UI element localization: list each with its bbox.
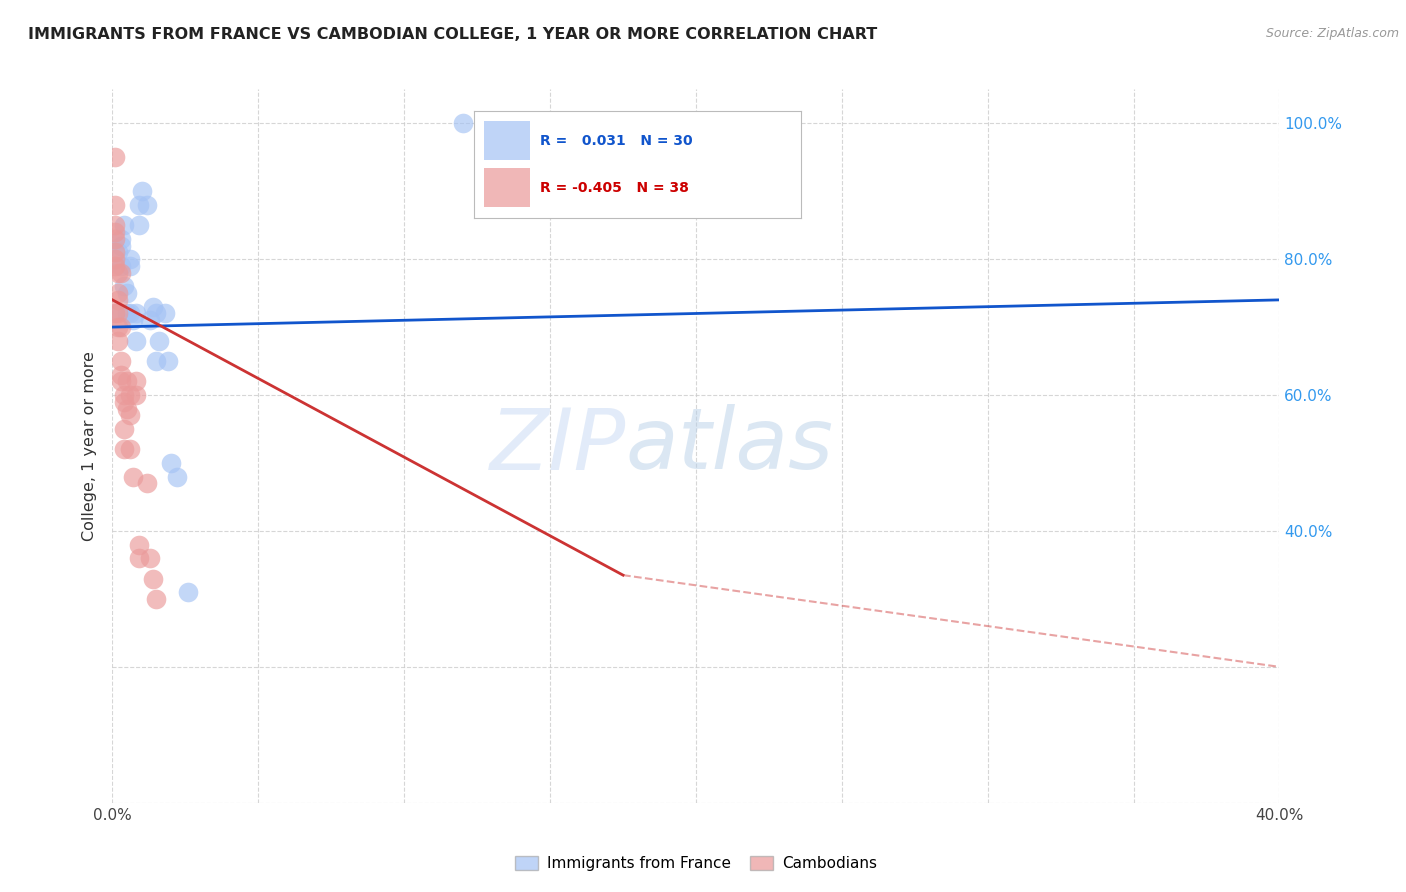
Point (112, 388, 135, 402)
Point (107, 320, 129, 334)
Point (104, 252, 127, 266)
Point (104, 225, 127, 239)
Point (104, 218, 127, 232)
Point (107, 334, 129, 348)
Point (110, 375, 132, 389)
Point (136, 198, 159, 212)
Text: ZIP: ZIP (489, 404, 626, 488)
Point (166, 469, 188, 483)
Point (125, 306, 148, 320)
Point (118, 388, 141, 402)
Point (104, 259, 127, 273)
Point (104, 306, 127, 320)
Point (128, 551, 150, 566)
Point (115, 375, 138, 389)
Point (118, 252, 141, 266)
Point (115, 401, 138, 416)
Point (112, 422, 135, 436)
Point (107, 266, 129, 280)
Point (115, 306, 138, 320)
Point (110, 354, 132, 368)
Point (104, 245, 127, 260)
Point (104, 150, 127, 164)
Point (107, 306, 129, 320)
Legend: Immigrants from France, Cambodians: Immigrants from France, Cambodians (509, 850, 883, 877)
Point (122, 469, 145, 483)
Text: Source: ZipAtlas.com: Source: ZipAtlas.com (1265, 27, 1399, 40)
Point (110, 232, 132, 246)
Point (156, 354, 179, 368)
Point (125, 375, 148, 389)
Text: atlas: atlas (626, 404, 834, 488)
Point (104, 232, 127, 246)
Point (112, 442, 135, 457)
Text: IMMIGRANTS FROM FRANCE VS CAMBODIAN COLLEGE, 1 YEAR OR MORE CORRELATION CHART: IMMIGRANTS FROM FRANCE VS CAMBODIAN COLL… (28, 27, 877, 42)
Point (118, 306, 141, 320)
Point (112, 218, 135, 232)
Point (145, 591, 167, 606)
Point (125, 388, 148, 402)
Point (110, 259, 132, 273)
Point (160, 456, 183, 470)
Point (104, 198, 127, 212)
Point (110, 368, 132, 382)
Point (139, 313, 162, 327)
Point (107, 286, 129, 301)
Point (142, 300, 165, 314)
Point (128, 218, 150, 232)
Point (112, 394, 135, 409)
Point (148, 334, 170, 348)
Point (104, 306, 127, 320)
Y-axis label: College, 1 year or more: College, 1 year or more (82, 351, 97, 541)
Point (142, 572, 165, 586)
Point (107, 245, 129, 260)
Point (110, 266, 132, 280)
Point (136, 476, 159, 491)
Point (145, 306, 167, 320)
Point (451, 116, 474, 130)
Point (118, 442, 141, 457)
Point (118, 259, 141, 273)
Point (115, 286, 138, 301)
Point (139, 551, 162, 566)
Point (110, 320, 132, 334)
Point (131, 184, 153, 198)
Point (153, 306, 176, 320)
Point (122, 313, 145, 327)
Point (125, 334, 148, 348)
Point (177, 585, 200, 599)
Point (145, 354, 167, 368)
Point (128, 198, 150, 212)
Point (128, 537, 150, 551)
Point (112, 279, 135, 293)
Point (118, 409, 141, 423)
Point (107, 293, 129, 307)
Point (110, 238, 132, 252)
